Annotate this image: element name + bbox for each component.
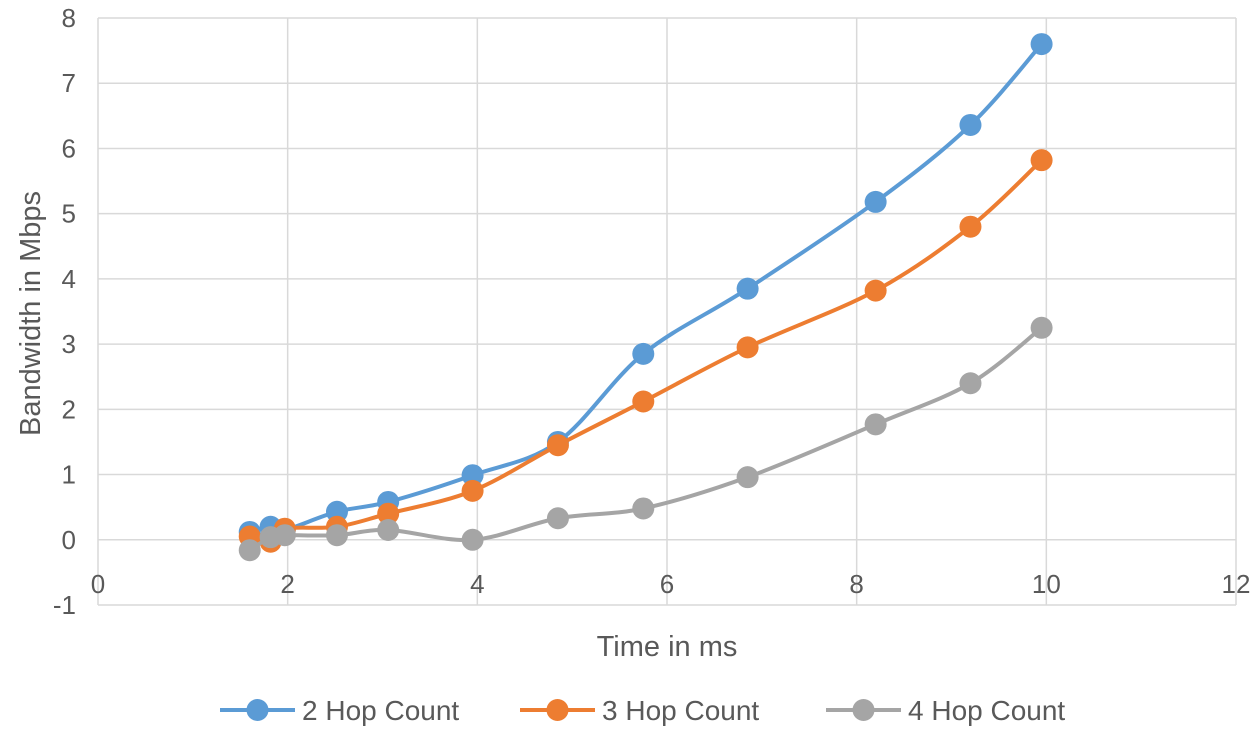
y-tick-label: 8	[62, 3, 76, 33]
data-point	[959, 215, 982, 238]
y-tick-label: 7	[62, 68, 76, 98]
x-tick-label: 4	[470, 569, 484, 599]
data-point	[864, 413, 887, 436]
data-point	[959, 113, 982, 136]
data-point	[238, 539, 261, 562]
data-point	[546, 434, 569, 457]
legend-marker	[246, 699, 269, 721]
data-point	[632, 390, 655, 413]
series-1	[238, 33, 1053, 543]
y-axis-title: Bandwidth in Mbps	[15, 191, 47, 436]
x-tick-label: 0	[91, 569, 105, 599]
data-point	[736, 466, 759, 489]
series-layer	[238, 33, 1053, 562]
data-point	[1030, 316, 1053, 339]
x-tick-label: 8	[849, 569, 863, 599]
y-tick-label: 6	[62, 133, 76, 163]
legend-item: 2 Hop Count	[220, 695, 459, 726]
y-tick-label: 0	[62, 525, 76, 555]
y-tick-label: 4	[62, 264, 76, 294]
data-point	[632, 342, 655, 365]
y-tick-label: -1	[53, 590, 76, 620]
legend-item: 3 Hop Count	[520, 695, 759, 726]
x-axis-title: Time in ms	[597, 631, 738, 663]
data-point	[461, 479, 484, 502]
series-3	[238, 316, 1053, 562]
x-tick-label: 2	[280, 569, 294, 599]
data-point	[632, 497, 655, 520]
x-tick-label: 12	[1222, 569, 1251, 599]
data-point	[273, 524, 296, 547]
legend-label: 2 Hop Count	[302, 695, 459, 726]
data-point	[864, 190, 887, 213]
data-point	[377, 518, 400, 541]
series-line	[247, 42, 1044, 534]
x-tick-labels: 0 2 4 6 8 10 12	[91, 569, 1251, 599]
gridlines	[97, 17, 1237, 606]
legend-marker	[852, 699, 875, 721]
data-point	[1030, 149, 1053, 172]
data-point	[864, 279, 887, 302]
legend-marker	[546, 699, 569, 721]
x-tick-label: 6	[660, 569, 674, 599]
data-point	[377, 502, 400, 525]
legend-label: 3 Hop Count	[602, 695, 759, 726]
data-point	[959, 372, 982, 395]
data-point	[736, 336, 759, 359]
y-tick-label: 5	[62, 199, 76, 229]
data-point	[546, 507, 569, 530]
data-point	[461, 464, 484, 487]
x-tick-label: 10	[1032, 569, 1061, 599]
legend-item: 4 Hop Count	[826, 695, 1065, 726]
legend: 2 Hop Count 3 Hop Count 4 Hop Count	[220, 695, 1065, 726]
y-tick-label: 3	[62, 329, 76, 359]
y-tick-labels: -1 0 1 2 3 4 5 6 7 8	[53, 3, 76, 620]
legend-label: 4 Hop Count	[908, 695, 1065, 726]
y-tick-label: 1	[62, 460, 76, 490]
data-point	[461, 528, 484, 551]
y-tick-label: 2	[62, 394, 76, 424]
data-point	[325, 524, 348, 547]
data-point	[1030, 33, 1053, 56]
data-point	[736, 277, 759, 300]
